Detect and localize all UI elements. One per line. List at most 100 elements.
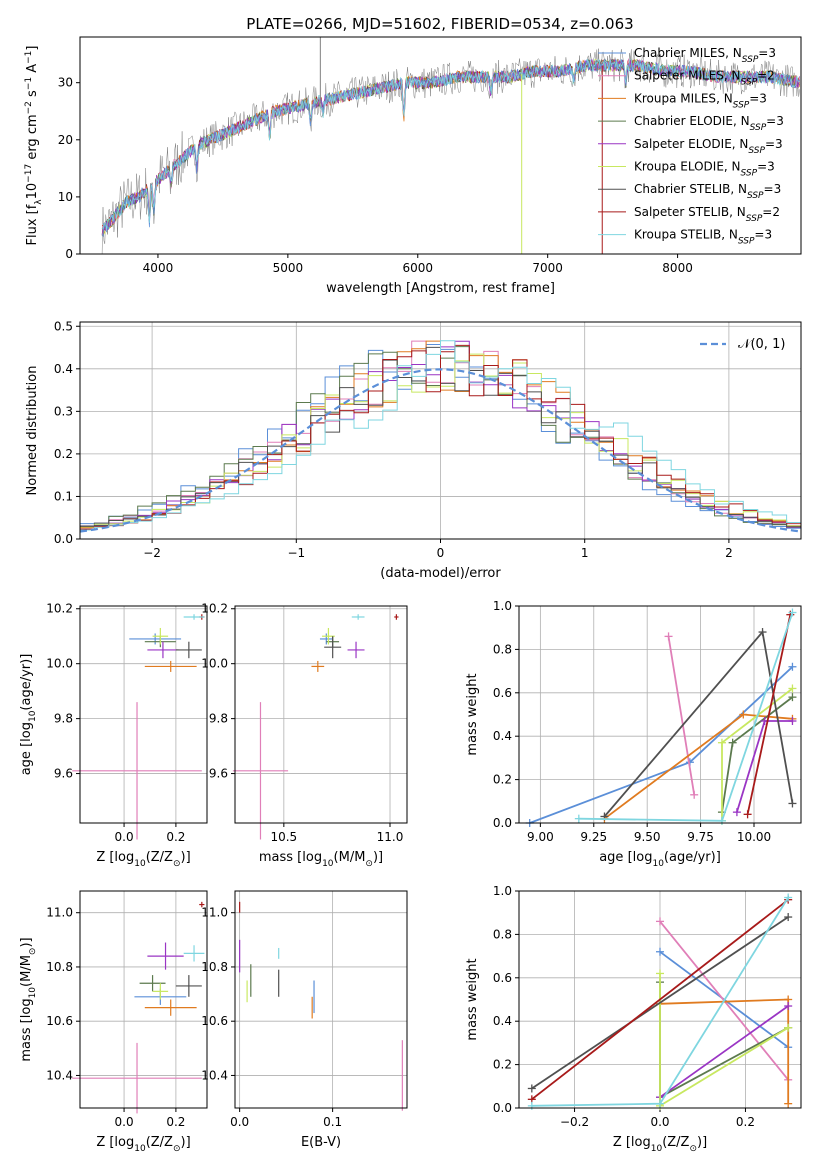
legend-name: Kroupa MILES bbox=[634, 91, 716, 105]
legend-name: Salpeter STELIB bbox=[634, 205, 729, 219]
x-axis-label: E(B-V) bbox=[301, 1135, 341, 1150]
y-tick-label: 0.6 bbox=[493, 686, 512, 700]
legend-label: Kroupa STELIB, NSSP=3 bbox=[634, 228, 772, 247]
y-tick-label: 11.0 bbox=[201, 906, 228, 920]
legend-name: Kroupa ELODIE bbox=[634, 160, 724, 174]
legend-nssp-prefix: , N bbox=[725, 46, 742, 60]
y-axis-label: Normed distribution bbox=[25, 366, 40, 496]
y-axis-label-part: λ bbox=[34, 199, 44, 205]
legend-nssp-eq: = bbox=[749, 91, 759, 105]
legend-nssp-sub: SSP bbox=[738, 237, 755, 247]
x-tick-label: 10.00 bbox=[737, 830, 771, 844]
errorbar-point-kroupa-elodie bbox=[152, 627, 169, 645]
errorbar-point-kroupa-miles bbox=[144, 999, 197, 1016]
y-tick-label: 0.5 bbox=[54, 319, 73, 333]
x-axis-label-part: (Z/Z bbox=[146, 1135, 173, 1150]
y-tick-label: 0.8 bbox=[493, 927, 512, 941]
legend-nssp-sub: SSP bbox=[748, 146, 765, 156]
x-tick-label: 0.2 bbox=[166, 830, 185, 844]
x-tick-label: 10.5 bbox=[270, 830, 297, 844]
weight-line-chabrier-stelib bbox=[531, 916, 789, 1090]
x-axis-label: wavelength [Angstrom, rest frame] bbox=[326, 281, 555, 296]
x-axis-label-part: Z [log bbox=[96, 850, 134, 865]
y-axis-label: mass weight bbox=[465, 673, 480, 755]
legend-nssp-value: 3 bbox=[767, 160, 775, 174]
errorbar-point-kroupa-stelib bbox=[183, 614, 205, 620]
y-axis-label: mass weight bbox=[465, 958, 480, 1040]
weight-marker bbox=[664, 632, 673, 641]
x-tick-label: 11.0 bbox=[377, 830, 404, 844]
y-axis-label-part: −2 bbox=[24, 101, 34, 114]
y-axis-label-part: mass [log bbox=[19, 998, 34, 1061]
x-tick-label: 4000 bbox=[143, 261, 174, 275]
x-tick-label: −1 bbox=[287, 546, 305, 560]
legend-nssp-eq: = bbox=[757, 69, 767, 83]
x-axis-label-part: 10 bbox=[651, 1144, 663, 1154]
x-axis-label-part: )] bbox=[181, 850, 191, 865]
legend-name: Salpeter MILES bbox=[634, 69, 724, 83]
legend-nssp-sub: SSP bbox=[733, 100, 750, 110]
errorbar-point-kroupa-elodie bbox=[152, 983, 169, 1000]
legend-nssp-eq: = bbox=[758, 46, 768, 60]
weight-line-salpeter-miles bbox=[667, 636, 696, 795]
y-tick-label: 10 bbox=[58, 190, 73, 204]
y-tick-label: 10.6 bbox=[201, 1014, 228, 1028]
legend-nssp-sub: SSP bbox=[742, 55, 759, 65]
legend-normal-part: (0, 1) bbox=[750, 337, 785, 352]
y-axis-label-part: 10 bbox=[28, 987, 38, 999]
y-tick-label: 30 bbox=[58, 76, 73, 90]
errorbar-point-kroupa-stelib bbox=[183, 945, 205, 962]
x-axis-label-part: 10 bbox=[134, 1144, 146, 1154]
x-axis-label-part: )] bbox=[181, 1135, 191, 1150]
legend-nssp-sub: SSP bbox=[747, 191, 764, 201]
legend-nssp-sub: SSP bbox=[741, 78, 758, 88]
mass-vs-EBV-axes: 0.0 0.1 10.4 10.6 10.8 11.0 E(B-V) bbox=[201, 891, 407, 1150]
errorbar-point-chabrier-elodie bbox=[139, 975, 166, 992]
errorbar-point-salpeter-miles bbox=[232, 702, 289, 840]
histogram-salpeter-stelib bbox=[80, 344, 801, 530]
x-axis-label-part: (Z/Z bbox=[662, 1135, 689, 1150]
y-tick-label: 0.0 bbox=[493, 816, 512, 830]
weight-marker bbox=[788, 693, 797, 702]
x-axis-label-part: (M/M bbox=[334, 850, 366, 865]
legend-label: Salpeter ELODIE, NSSP=3 bbox=[634, 137, 783, 156]
x-tick-label: 1 bbox=[581, 546, 589, 560]
legend-nssp-eq: = bbox=[766, 114, 776, 128]
weight-marker bbox=[784, 893, 793, 902]
weight-marker bbox=[758, 628, 767, 637]
plot-frame bbox=[79, 890, 208, 1109]
plot-frame bbox=[518, 605, 802, 824]
x-tick-label: 0.0 bbox=[115, 830, 134, 844]
weight-marker bbox=[784, 1099, 793, 1108]
y-tick-label: 10.8 bbox=[46, 960, 73, 974]
x-tick-label: 9.75 bbox=[687, 830, 714, 844]
legend-label: Salpeter STELIB, NSSP=2 bbox=[634, 205, 780, 224]
y-axis-label-part: −1 bbox=[24, 77, 34, 90]
y-tick-label: 10.2 bbox=[201, 602, 228, 616]
y-tick-label: 0.4 bbox=[493, 729, 512, 743]
x-tick-label: 0.0 bbox=[230, 1115, 249, 1129]
legend-nssp-eq: = bbox=[765, 137, 775, 151]
y-axis-label-part: Flux [f bbox=[25, 204, 40, 245]
spectrum-data-line bbox=[101, 48, 800, 255]
y-axis-label-part: 10 bbox=[28, 710, 38, 722]
y-tick-label: 10.6 bbox=[46, 1014, 73, 1028]
y-tick-label: 0.2 bbox=[54, 447, 73, 461]
weight-line-salpeter-stelib bbox=[531, 898, 789, 1101]
legend-label: Kroupa ELODIE, NSSP=3 bbox=[634, 160, 775, 179]
y-tick-label: 9.8 bbox=[54, 712, 73, 726]
errorbar-point-salpeter-elodie bbox=[147, 942, 184, 970]
y-tick-label: 0.4 bbox=[493, 1014, 512, 1028]
weight-marker bbox=[743, 810, 752, 819]
x-axis-label: age [log10(age/yr)] bbox=[599, 850, 721, 869]
legend-label: Chabrier MILES, NSSP=3 bbox=[634, 46, 776, 65]
age-vs-Z-axes: 0.0 0.29.69.810.010.2Z [log10(Z/Z⊙)]age [… bbox=[19, 602, 207, 869]
y-tick-label: 1.0 bbox=[493, 599, 512, 613]
weight-marker bbox=[728, 738, 737, 747]
x-axis-label-part: (Z/Z bbox=[146, 850, 173, 865]
x-axis-label: Z [log10(Z/Z⊙)] bbox=[96, 850, 190, 869]
weight-marker bbox=[690, 790, 699, 799]
legend-nssp-prefix: , N bbox=[716, 91, 733, 105]
